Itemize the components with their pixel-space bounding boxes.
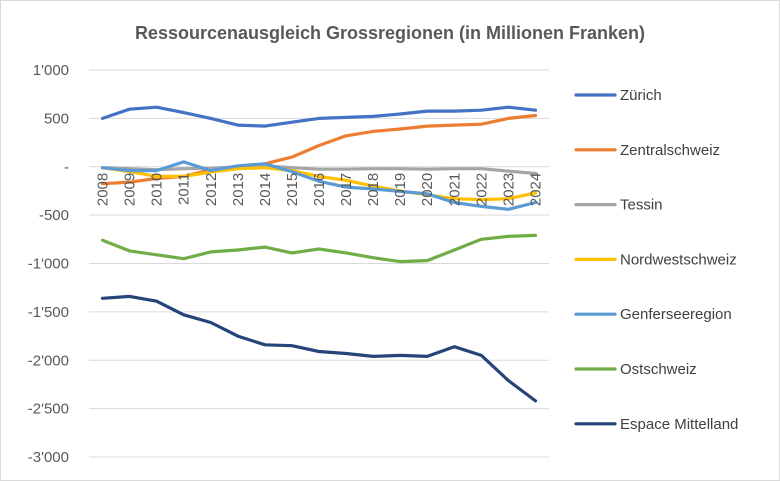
legend-label: Zentralschweiz	[620, 142, 720, 159]
y-tick-label: -2'500	[28, 401, 69, 418]
x-tick-label: 2012	[203, 173, 220, 206]
series-line	[100, 164, 538, 176]
x-tick-label: 2008	[95, 173, 112, 206]
y-tick-label: -	[64, 159, 69, 176]
y-tick-label: 1'000	[33, 62, 69, 79]
x-tick-label: 2024	[527, 173, 544, 206]
series-line	[100, 166, 538, 202]
series-line	[100, 160, 538, 211]
x-tick-label: 2009	[122, 173, 139, 206]
x-tick-label: 2016	[311, 173, 328, 206]
chart-title: Ressourcenausgleich Grossregionen (in Mi…	[135, 23, 645, 43]
y-tick-label: -2'000	[28, 352, 69, 369]
legend: Zürich Zentralschweiz Tessin Nordwestschwei…	[574, 87, 738, 433]
series-line	[100, 233, 538, 264]
x-tick-label: 2023	[500, 173, 517, 206]
y-tick-label: -1'000	[28, 256, 69, 273]
series-line	[100, 105, 538, 128]
series-line	[100, 294, 538, 403]
y-tick-label: 500	[44, 110, 69, 127]
x-tick-label: 2013	[230, 173, 247, 206]
legend-label: Ostschweiz	[620, 361, 697, 378]
x-tick-label: 2022	[473, 173, 490, 206]
gridlines	[89, 69, 549, 458]
x-tick-label: 2019	[392, 173, 409, 206]
legend-label: Espace Mittelland	[620, 416, 738, 433]
x-tick-label: 2017	[338, 173, 355, 206]
x-tick-label: 2020	[419, 173, 436, 206]
series-lines	[100, 105, 538, 403]
x-tick-label: 2014	[257, 173, 274, 206]
legend-label: Genferseeregion	[620, 306, 732, 323]
x-tick-label: 2018	[365, 173, 382, 206]
x-tick-label: 2010	[149, 173, 166, 206]
y-tick-label: -3'000	[28, 449, 69, 466]
legend-label: Tessin	[620, 197, 663, 214]
y-axis-tick-labels: 1'000 500 - -500 -1'000 -1'500 -2'000 -2'500 -3'…	[28, 62, 69, 466]
y-tick-label: -1'500	[28, 304, 69, 321]
x-tick-label: 2021	[446, 173, 463, 206]
x-axis-tick-labels: 2008 2009 2010 2011 2012 2013 2014 2015 2016 2017…	[95, 173, 545, 206]
y-tick-label: -500	[39, 207, 69, 224]
legend-label: Zürich	[620, 87, 662, 104]
x-tick-label: 2015	[284, 173, 301, 206]
legend-label: Nordwestschweiz	[620, 251, 737, 268]
x-tick-label: 2011	[176, 173, 193, 205]
